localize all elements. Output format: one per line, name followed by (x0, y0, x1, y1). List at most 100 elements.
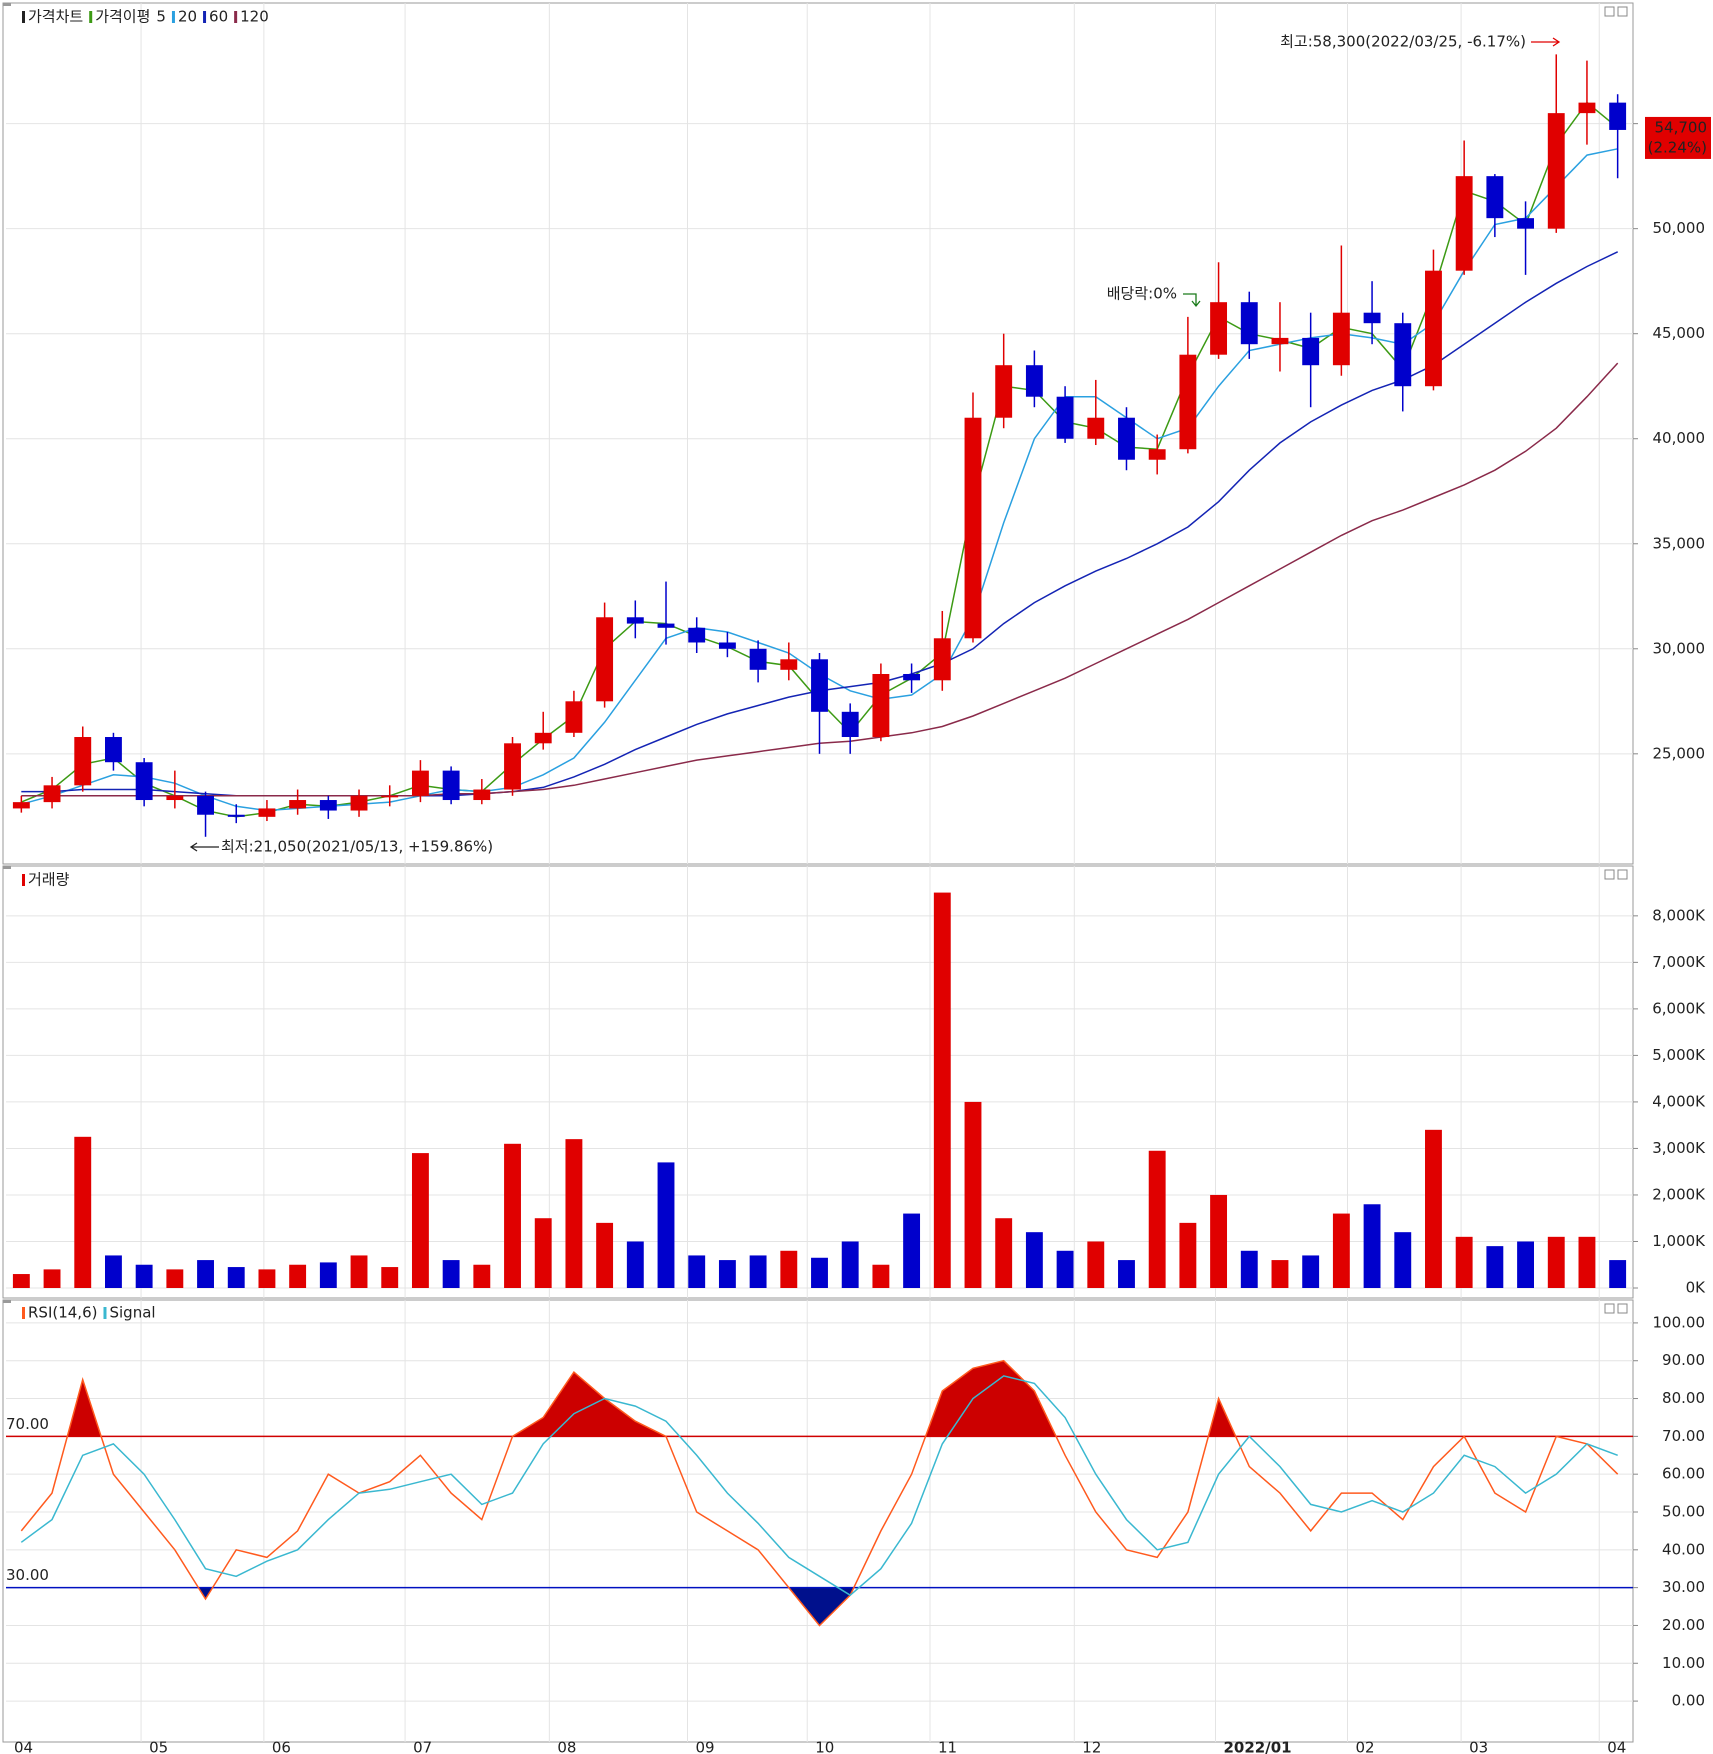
candle-body (1486, 176, 1504, 219)
volume-bar (995, 1218, 1013, 1288)
close-button[interactable] (1617, 1303, 1628, 1314)
y-tick-label: 30.00 (1662, 1578, 1705, 1596)
candle-body (74, 737, 92, 786)
minimize-button[interactable] (1604, 6, 1615, 17)
legend-marker (171, 11, 175, 23)
candle-body (135, 762, 153, 801)
x-tick-label: 07 (413, 1739, 432, 1754)
high-arrow (1531, 37, 1561, 47)
y-tick-label: 3,000K (1652, 1139, 1706, 1157)
candle-body (1517, 218, 1534, 229)
volume-bar (197, 1260, 214, 1288)
volume-bar (43, 1269, 61, 1288)
candle-body (1547, 113, 1565, 229)
candle-body (1609, 102, 1627, 130)
legend-label: RSI(14,6) (28, 1304, 97, 1322)
candle-body (1148, 449, 1166, 460)
minimize-button[interactable] (1604, 1303, 1615, 1314)
reference-label: 30.00 (6, 1566, 49, 1584)
volume-bar (1302, 1255, 1320, 1288)
candle-body (350, 795, 368, 811)
close-button[interactable] (1617, 869, 1628, 880)
volume-bar (964, 1101, 982, 1288)
volume-bar (1578, 1236, 1596, 1288)
y-tick-label: 4,000K (1652, 1092, 1706, 1110)
volume-bar (166, 1269, 184, 1288)
volume-bar (811, 1257, 828, 1288)
y-tick-label: 6,000K (1652, 999, 1706, 1017)
y-tick-label: 25,000 (1653, 744, 1706, 762)
volume-bar (1240, 1250, 1258, 1288)
volume-bar (411, 1153, 429, 1288)
legend-marker (89, 11, 93, 23)
volume-bar (1609, 1260, 1627, 1288)
volume-bar (1087, 1241, 1105, 1288)
legend-marker (22, 1307, 25, 1319)
volume-bar (1056, 1250, 1074, 1288)
x-tick-label: 11 (938, 1739, 957, 1754)
candle-body (381, 795, 399, 798)
volume-bar (319, 1262, 337, 1288)
volume-bar (258, 1269, 276, 1288)
indicator-line (20, 1375, 1618, 1597)
candle-body (258, 808, 276, 817)
candle-body (1302, 337, 1320, 366)
candle-body (872, 673, 890, 738)
y-tick-label: 40,000 (1653, 429, 1706, 447)
x-tick-label: 09 (695, 1739, 714, 1754)
candle-body (1025, 365, 1043, 397)
candle-body (105, 737, 122, 763)
y-tick-label: 35,000 (1653, 534, 1706, 552)
candle-body (166, 795, 184, 801)
price-panel-frame (2, 2, 1634, 865)
volume-panel-frame (2, 865, 1634, 1299)
volume-bar (12, 1274, 30, 1288)
y-tick-label: 0K (1686, 1279, 1707, 1297)
volume-bar (688, 1255, 706, 1288)
panel-handle (3, 866, 11, 869)
volume-bar (872, 1264, 890, 1288)
x-tick-label: 08 (557, 1739, 576, 1754)
panel-buttons[interactable] (1604, 6, 1628, 1314)
candle-body (411, 770, 429, 796)
volume-bar (718, 1260, 736, 1288)
legend-label: 가격이평 (95, 8, 150, 26)
candle-body (1332, 312, 1350, 366)
x-tick-label: 12 (1082, 1739, 1101, 1754)
minimize-button[interactable] (1604, 869, 1615, 880)
volume-bar (1547, 1236, 1565, 1288)
candle-body (903, 673, 921, 681)
panel-handle (3, 1300, 11, 1303)
candle-body (1210, 302, 1228, 355)
legend-marker (22, 11, 25, 23)
candle-body (718, 642, 736, 649)
volume-bar (903, 1213, 921, 1288)
low-annotation: 최저:21,050(2021/05/13, +159.86%) (221, 838, 493, 856)
y-tick-label: 70.00 (1662, 1427, 1705, 1445)
y-tick-label: 5,000K (1652, 1046, 1706, 1064)
y-tick-label: 80.00 (1662, 1389, 1705, 1407)
rsi-panel-frame (2, 1299, 1634, 1743)
candle-body (442, 770, 460, 801)
volume-bar (1394, 1232, 1412, 1288)
close-button[interactable] (1617, 6, 1628, 17)
y-tick-label: 50.00 (1662, 1503, 1705, 1521)
legend-label: 120 (240, 8, 269, 26)
legend-label: 20 (178, 8, 197, 26)
volume-bar (1025, 1232, 1043, 1288)
candle-body (1425, 270, 1442, 387)
volume-bar (1332, 1213, 1350, 1288)
candle-body (688, 627, 706, 643)
y-tick-label: 1,000K (1652, 1232, 1706, 1250)
legend-marker (22, 874, 25, 886)
volume-bar (1148, 1150, 1166, 1288)
candle-body (749, 648, 767, 670)
legend-label: 5 (156, 8, 166, 26)
candle-body (841, 711, 859, 738)
legend-marker (103, 1307, 107, 1319)
volume-bar (135, 1264, 153, 1288)
volume-bar (1210, 1194, 1228, 1288)
volume-bar (657, 1162, 675, 1288)
y-tick-label: 0.00 (1672, 1692, 1705, 1710)
